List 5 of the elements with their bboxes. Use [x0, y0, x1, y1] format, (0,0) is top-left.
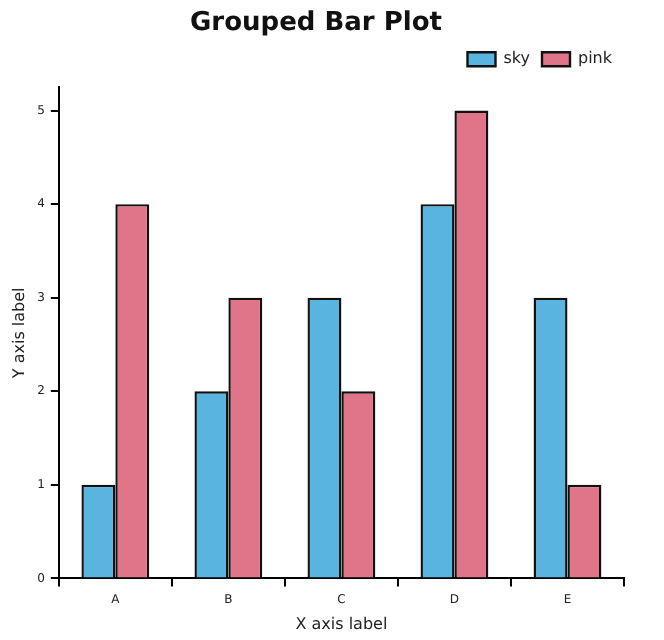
chart-title: Grouped Bar Plot — [190, 8, 442, 39]
y-axis-title: Y axis label — [9, 287, 28, 381]
x-axis-title: X axis label — [295, 614, 388, 633]
legend-label: sky — [503, 49, 531, 68]
legend-label: pink — [577, 49, 613, 68]
